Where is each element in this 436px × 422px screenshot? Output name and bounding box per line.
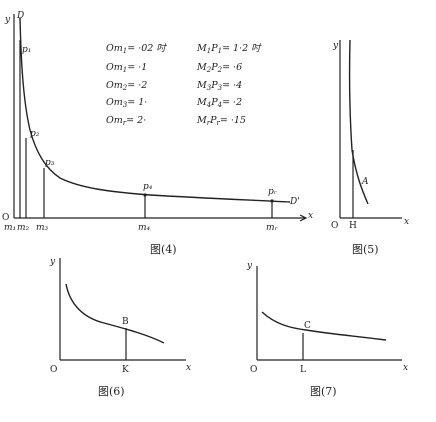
fig4-x-arrow: [299, 214, 308, 222]
fig4-x-label: x: [308, 211, 314, 221]
fig4-tick-mr: mᵣ: [266, 223, 278, 233]
table-row: Om1= ·1: [106, 62, 148, 74]
fig4-tick-m1: m₁: [4, 223, 17, 233]
fig7-curve-label: C: [304, 321, 311, 331]
fig7-curve: [261, 311, 387, 341]
fig7-caption: 图(7): [310, 385, 337, 398]
fig4-end-label: D': [290, 197, 300, 207]
table-row: M4P4= ·2: [197, 97, 243, 109]
fig4-tick-m2: m₂: [17, 223, 30, 233]
fig4-y-label: y: [5, 15, 11, 25]
fig6-caption: 图(6): [98, 385, 125, 398]
fig7-point-label: L: [300, 365, 306, 375]
table-row: M2P2= ·6: [197, 62, 243, 74]
fig6-y-label: y: [50, 257, 56, 267]
fig6-x-label: x: [186, 363, 192, 373]
fig4-p4-label: p₄: [143, 182, 153, 192]
table-row: M3P3= ·4: [197, 80, 243, 92]
fig7-x-label: x: [403, 363, 409, 373]
table-row: M1P1= 1·2 吋: [197, 43, 261, 55]
fig4-p2-label: p₂: [30, 129, 40, 139]
table-row: Om2= ·2: [106, 80, 148, 92]
fig5-caption: 图(5): [352, 243, 379, 256]
fig5-y-label: y: [333, 41, 339, 51]
fig4-top-label: D: [17, 11, 25, 21]
fig4-origin-label: O: [2, 213, 10, 223]
fig4-p3-label: p₃: [45, 158, 55, 168]
fig6-origin-label: O: [50, 365, 58, 375]
fig4-point-p4: [143, 193, 147, 197]
fig4-point-pr: [270, 199, 274, 203]
fig5-curve: [348, 39, 369, 205]
fig5-point-label: H: [349, 221, 357, 231]
fig4-tick-m4: m₄: [138, 223, 151, 233]
fig6-curve-label: B: [122, 317, 129, 327]
table-row: Omr= 2·: [106, 115, 147, 127]
fig6-curve: [65, 283, 165, 344]
fig7-y-label: y: [247, 261, 253, 271]
table-row: MrPr= ·15: [197, 115, 246, 127]
table-row: Om1= ·02 吋: [106, 43, 166, 55]
fig7-origin-label: O: [250, 365, 258, 375]
fig6-point-label: K: [122, 365, 129, 375]
table-row: Om3= 1·: [106, 97, 148, 109]
fig5-origin-label: O: [331, 221, 339, 231]
fig4-tick-m3: m₃: [36, 223, 49, 233]
fig4-pr-label: pᵣ: [268, 187, 277, 197]
fig4-caption: 图(4): [150, 243, 177, 256]
fig4-p1-label: p₁: [22, 45, 32, 55]
fig5-curve-label: A: [362, 177, 369, 187]
fig5-x-label: x: [404, 217, 410, 227]
fig4-curve: [19, 17, 291, 203]
